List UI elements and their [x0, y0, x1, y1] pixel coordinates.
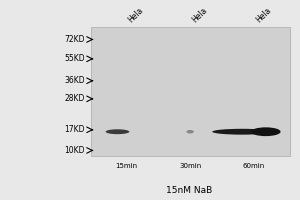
Ellipse shape [251, 127, 280, 136]
Ellipse shape [212, 129, 272, 135]
Text: 15nM NaB: 15nM NaB [166, 186, 212, 195]
Text: 55KD: 55KD [64, 54, 85, 63]
Text: 72KD: 72KD [64, 35, 85, 44]
Text: 28KD: 28KD [64, 94, 85, 103]
Text: 60min: 60min [243, 163, 265, 169]
Text: Hela: Hela [254, 6, 272, 25]
Ellipse shape [106, 129, 129, 134]
Text: Hela: Hela [126, 6, 145, 25]
Text: 15min: 15min [115, 163, 137, 169]
FancyBboxPatch shape [91, 27, 290, 156]
Text: 10KD: 10KD [64, 146, 85, 155]
Text: 36KD: 36KD [64, 76, 85, 85]
Text: 17KD: 17KD [64, 125, 85, 134]
Ellipse shape [186, 130, 194, 133]
Text: 30min: 30min [179, 163, 201, 169]
Text: Hela: Hela [190, 6, 209, 25]
